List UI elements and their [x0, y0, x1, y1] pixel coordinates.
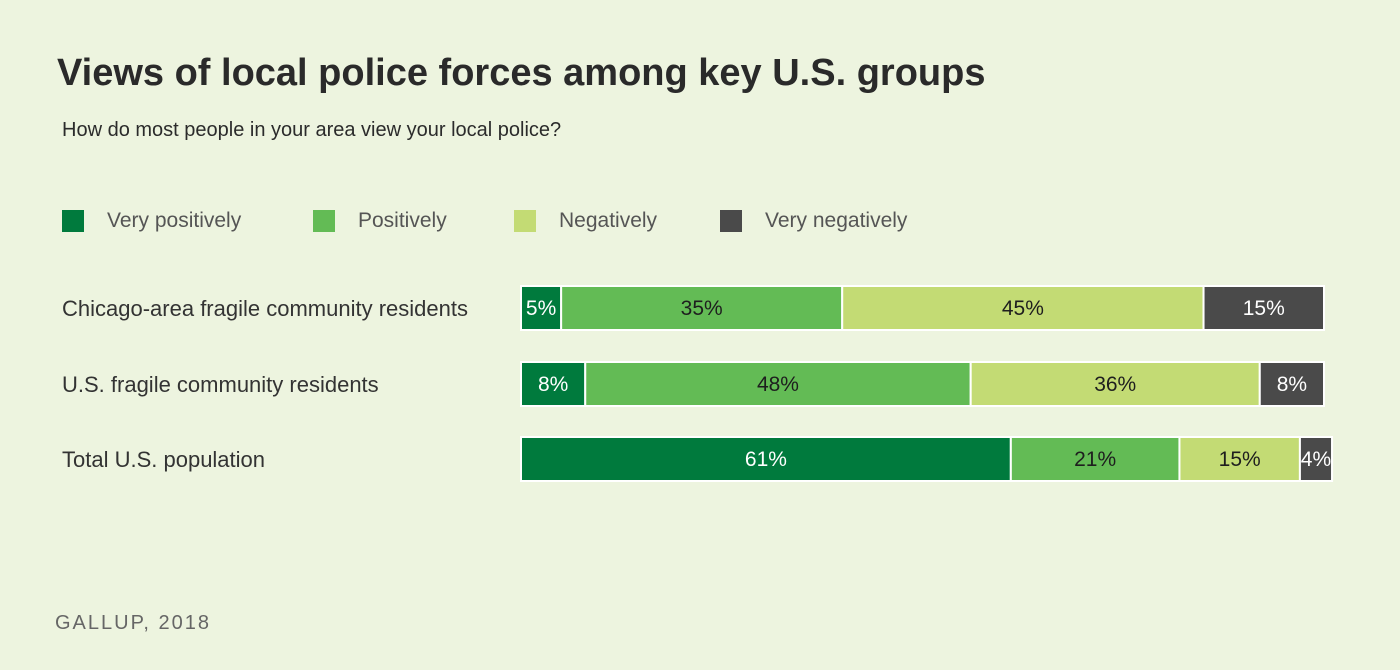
source-credit: GALLUP, 2018: [55, 612, 211, 634]
legend-item-negatively: Negatively: [514, 209, 657, 233]
legend-swatch-negatively: [514, 210, 536, 232]
bar-segment-very-negatively-chicago-area-fragile-community-residents: [1202, 285, 1326, 331]
data-label-negatively-u-s-fragile-community-residents: 36%: [1094, 373, 1136, 396]
data-label-very-negatively-u-s-fragile-community-residents: 8%: [1277, 373, 1307, 396]
legend-swatch-very-positively: [62, 210, 84, 232]
legend-swatch-very-negatively: [720, 210, 742, 232]
category-label-chicago-area-fragile-community-residents: Chicago-area fragile community residents: [62, 296, 468, 321]
legend-item-very-positively: Very positively: [62, 209, 241, 233]
legend-item-positively: Positively: [313, 209, 447, 233]
bar-segment-very-negatively-total-u-s-population: [1298, 436, 1334, 482]
data-label-very-positively-u-s-fragile-community-residents: 8%: [538, 373, 568, 396]
data-label-negatively-chicago-area-fragile-community-residents: 45%: [1002, 297, 1044, 320]
legend-label-positively: Positively: [358, 209, 447, 232]
bar-segment-very-negatively-u-s-fragile-community-residents: [1258, 361, 1326, 407]
chart-title: Views of local police forces among key U…: [57, 52, 986, 94]
legend-label-very-positively: Very positively: [107, 209, 242, 232]
legend-swatch-positively: [313, 210, 335, 232]
category-label-total-u-s-population: Total U.S. population: [62, 447, 265, 472]
bar-segment-positively-u-s-fragile-community-residents: [584, 361, 972, 407]
data-label-positively-chicago-area-fragile-community-residents: 35%: [681, 297, 723, 320]
data-label-negatively-total-u-s-population: 15%: [1219, 448, 1261, 471]
bar-segment-positively-total-u-s-population: [1009, 436, 1181, 482]
data-label-very-positively-chicago-area-fragile-community-residents: 5%: [526, 297, 556, 320]
bar-segment-positively-chicago-area-fragile-community-residents: [560, 285, 844, 331]
data-label-positively-total-u-s-population: 21%: [1074, 448, 1116, 471]
legend-item-very-negatively: Very negatively: [720, 209, 907, 233]
legend-label-very-negatively: Very negatively: [765, 209, 908, 232]
data-label-very-negatively-total-u-s-population: 4%: [1301, 448, 1331, 471]
chart-subtitle: How do most people in your area view you…: [62, 119, 562, 141]
category-label-u-s-fragile-community-residents: U.S. fragile community residents: [62, 372, 379, 397]
legend: Very positively Positively Negatively Ve…: [62, 209, 962, 233]
legend-label-negatively: Negatively: [559, 209, 658, 232]
data-label-very-positively-total-u-s-population: 61%: [745, 448, 787, 471]
data-label-very-negatively-chicago-area-fragile-community-residents: 15%: [1243, 297, 1285, 320]
data-label-positively-u-s-fragile-community-residents: 48%: [757, 373, 799, 396]
